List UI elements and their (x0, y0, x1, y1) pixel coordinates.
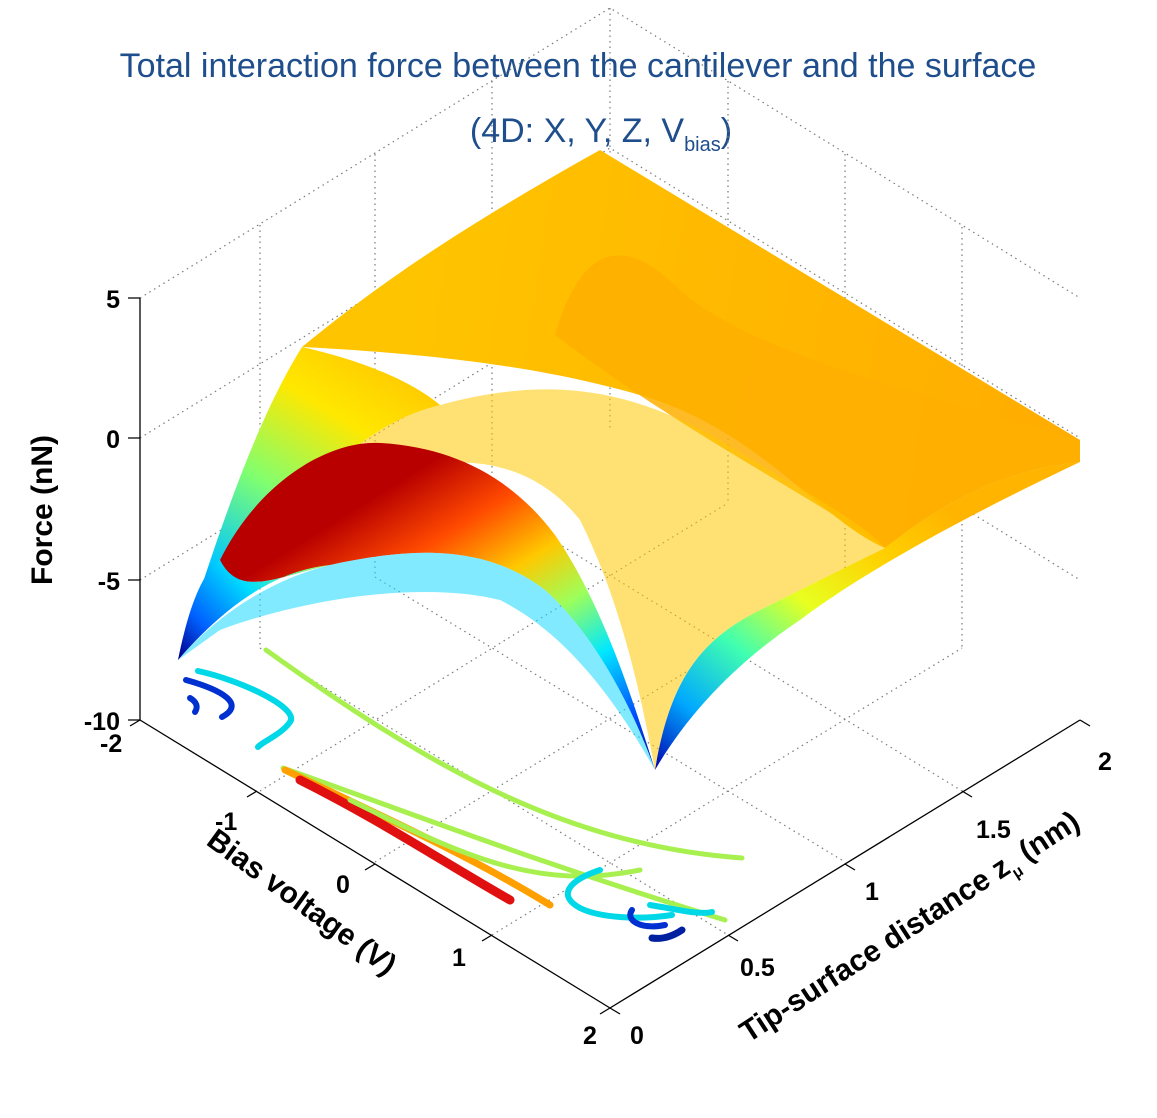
contour-dark-blue-left-2 (187, 695, 200, 715)
contour-cyan-right (564, 867, 675, 921)
x-tick-label: -1 (215, 808, 237, 836)
contour-cyan-right-2 (647, 902, 715, 916)
chart-title: Total interaction force between the cant… (120, 47, 1037, 156)
floor-contours (183, 647, 745, 942)
y-tick-label: 2 (1098, 748, 1112, 776)
y-tick-label: 0 (630, 1022, 644, 1050)
contour-green-low (347, 797, 643, 879)
contour-dark-blue-right-2 (648, 926, 686, 942)
z-tick-label: -5 (98, 568, 120, 596)
x-ticks: -2 -1 0 1 2 (100, 730, 597, 1050)
title-main: Total interaction force between the cant… (120, 47, 1037, 85)
title-sub: (4D: X, Y, Z, Vbias) (470, 112, 732, 156)
x-axis-label: Bias voltage (V) (201, 823, 402, 982)
y-tick-label: 0.5 (740, 954, 775, 982)
contour-green-top (263, 647, 745, 861)
x-tick-label: 2 (583, 1022, 597, 1050)
z-tick-label: -10 (84, 708, 120, 736)
force-surface (178, 150, 1080, 770)
z-tick-label: 5 (106, 286, 120, 314)
surface-mid-band (295, 389, 885, 770)
axis-lines (128, 297, 1091, 1015)
x-tick-label: 0 (336, 871, 350, 899)
contour-cyan-left (195, 668, 294, 750)
z-tick-label: 0 (106, 426, 120, 454)
y-axis-label: Tip-surface distance zμ (nm) (734, 805, 1088, 1053)
y-tick-label: 1 (865, 878, 879, 906)
surface-top-inner (555, 255, 1080, 549)
z-axis-label: Force (nN) (26, 435, 59, 585)
z-ticks: 5 0 -5 -10 (84, 286, 120, 736)
x-tick-label: -2 (100, 730, 122, 758)
y-tick-label: 1.5 (976, 816, 1011, 844)
surface-dome-underside (178, 552, 655, 770)
contour-red (295, 775, 515, 905)
contour-green-mid (280, 765, 728, 923)
surface-dome-front (220, 442, 655, 770)
y-ticks: 0 0.5 1 1.5 2 (630, 748, 1112, 1050)
x-tick-label: 1 (452, 944, 466, 972)
contour-dark-blue-right (627, 907, 668, 930)
surface-dome-left (178, 560, 330, 660)
contour-dark-blue-left (183, 677, 235, 720)
surface-left-wing (178, 347, 440, 660)
